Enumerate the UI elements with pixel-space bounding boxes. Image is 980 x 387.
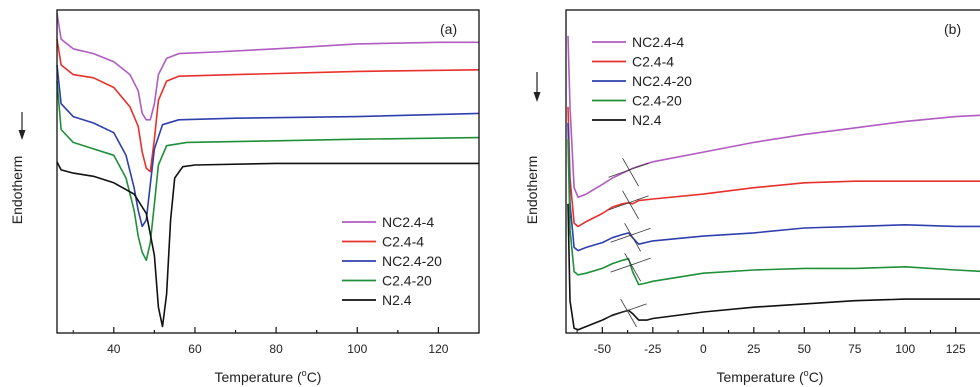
tangent-line xyxy=(606,303,647,319)
tangent-line xyxy=(622,158,639,187)
x-tick-label: 25 xyxy=(747,342,761,356)
x-tick-label: 100 xyxy=(347,342,367,356)
x-tick-label: 125 xyxy=(946,342,966,356)
curves-a xyxy=(56,13,480,328)
x-tick-label: -25 xyxy=(644,342,662,356)
x-tick-label: 120 xyxy=(428,342,448,356)
y-axis-label-b: Endotherm xyxy=(524,156,540,224)
tangent-line xyxy=(620,298,637,328)
endotherm-arrow-a xyxy=(18,112,26,140)
legend-label-C2.4-4: C2.4-4 xyxy=(632,54,674,70)
x-axis-label-a: Temperature (oC) xyxy=(215,368,322,385)
legend-label-N2.4: N2.4 xyxy=(382,292,412,308)
curve-C2.4-20 xyxy=(567,139,980,286)
x-tick-label: 80 xyxy=(269,342,283,356)
x-tick-label: 50 xyxy=(798,342,812,356)
curve-C2.4-20 xyxy=(56,81,480,262)
x-axis-label-b: Temperature (oC) xyxy=(717,368,824,385)
curve-NC2.4-4 xyxy=(567,35,980,199)
curve-NC2.4-4 xyxy=(56,13,479,121)
curve-N2.4 xyxy=(56,161,479,328)
curve-N2.4 xyxy=(567,203,980,331)
tangent-line xyxy=(622,190,639,220)
tangent-line xyxy=(608,195,649,211)
x-ticks-a: 40 60 80 100 120 xyxy=(72,327,449,356)
legend-label-C2.4-20: C2.4-20 xyxy=(632,93,682,109)
tangent-line xyxy=(624,223,641,252)
curve-C2.4-4 xyxy=(56,38,480,173)
x-tick-label: 40 xyxy=(107,342,121,356)
legend-label-NC2.4-4: NC2.4-4 xyxy=(382,214,434,230)
curves-b xyxy=(567,35,980,331)
legend-label-C2.4-20: C2.4-20 xyxy=(382,273,432,289)
x-tick-label: 75 xyxy=(848,342,862,356)
curve-NC2.4-20 xyxy=(567,122,980,252)
tangent-line xyxy=(610,227,651,243)
curve-NC2.4-20 xyxy=(56,64,480,228)
x-tick-label: 100 xyxy=(895,342,915,356)
legend-label-N2.4: N2.4 xyxy=(632,112,662,128)
x-ticks-b: -50 -25 0 25 50 75 100 125 xyxy=(576,327,966,356)
legend-label-NC2.4-20: NC2.4-20 xyxy=(632,73,692,89)
endotherm-arrow-b xyxy=(533,72,541,102)
tangent-line xyxy=(610,257,651,273)
panel-label-a: (a) xyxy=(440,21,457,37)
legend-a: NC2.4-4 C2.4-4 NC2.4-20 C2.4-20 N2.4 xyxy=(342,214,442,308)
y-axis-label-a: Endotherm xyxy=(9,156,25,224)
legend-label-NC2.4-4: NC2.4-4 xyxy=(632,34,684,50)
legend-label-NC2.4-20: NC2.4-20 xyxy=(382,253,442,269)
legend-label-C2.4-4: C2.4-4 xyxy=(382,234,424,250)
panel-label-b: (b) xyxy=(944,21,961,37)
plot-frame-b xyxy=(565,9,980,334)
x-tick-label: -50 xyxy=(594,342,612,356)
tangent-line xyxy=(624,252,641,282)
curve-C2.4-4 xyxy=(567,106,980,228)
tangent-line xyxy=(608,162,649,178)
legend-b: NC2.4-4 C2.4-4 NC2.4-20 C2.4-20 N2.4 xyxy=(592,34,692,128)
x-tick-label: 0 xyxy=(700,342,707,356)
chart-panel-b: Endotherm -50 -25 0 25 50 75 100 125 (b) Temper… xyxy=(524,9,980,385)
glass-transition-tangents-b xyxy=(606,158,651,328)
plot-frame-a xyxy=(56,9,480,334)
chart-panel-a: Endotherm 40 60 80 100 120 (a) Temperature (… xyxy=(9,9,480,385)
x-tick-label: 60 xyxy=(188,342,202,356)
